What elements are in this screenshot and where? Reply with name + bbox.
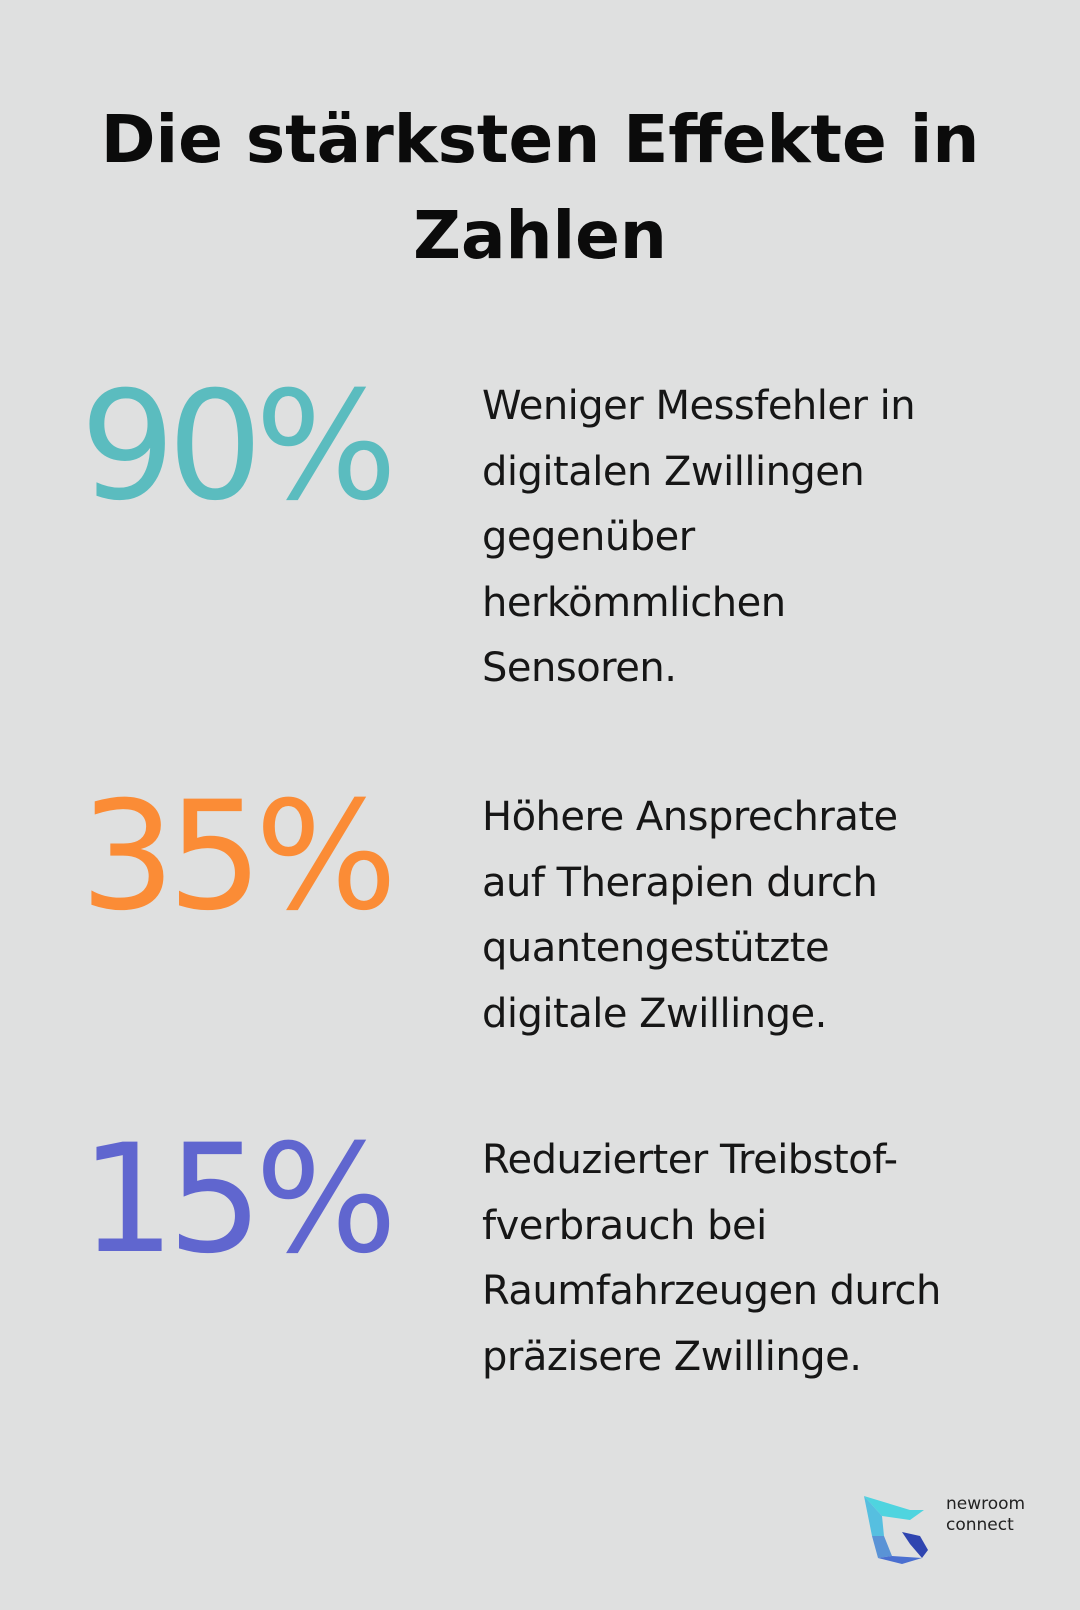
desc-line: Reduzierter Treibstof- (482, 1137, 898, 1183)
desc-line: digitale Zwillinge. (482, 990, 827, 1037)
desc-line: digitalen Zwillingen (482, 448, 865, 495)
stat-description: Weniger Messfehler in digitalen Zwilling… (482, 374, 1042, 702)
desc-line: präzisere Zwillinge. (482, 1333, 862, 1380)
title-line-2: Zahlen (413, 197, 667, 274)
title-line-1: Die stärksten Effekte in (100, 101, 980, 178)
stat-value: 90% (80, 360, 397, 534)
desc-line: quantengestützte (482, 925, 830, 971)
desc-line: herkömmlichen (482, 579, 786, 626)
stat-value: 35% (80, 770, 397, 944)
stat-description: Höhere Ansprechrate auf Therapien durch … (482, 785, 1042, 1047)
logo-line-2: connect (946, 1515, 1014, 1535)
desc-line: Raumfahrzeugen durch (482, 1268, 941, 1314)
page-title: Die stärksten Effekte in Zahlen (0, 92, 1080, 284)
logo-text: newroom connect (946, 1494, 1025, 1536)
desc-line: fverbrauch bei (482, 1202, 767, 1249)
logo-mark-icon (864, 1496, 928, 1564)
desc-line: Weniger Messfehler in (482, 383, 916, 429)
stat-description: Reduzierter Treibstof- fverbrauch bei Ra… (482, 1128, 1042, 1390)
desc-line: auf Therapien durch (482, 859, 878, 906)
newroom-connect-logo: newroom connect (864, 1490, 1046, 1564)
logo-line-1: newroom (946, 1494, 1026, 1514)
desc-line: gegenüber (482, 514, 695, 560)
desc-line: Höhere Ansprechrate (482, 794, 898, 840)
desc-line: Sensoren. (482, 645, 677, 691)
stat-value: 15% (80, 1113, 397, 1287)
